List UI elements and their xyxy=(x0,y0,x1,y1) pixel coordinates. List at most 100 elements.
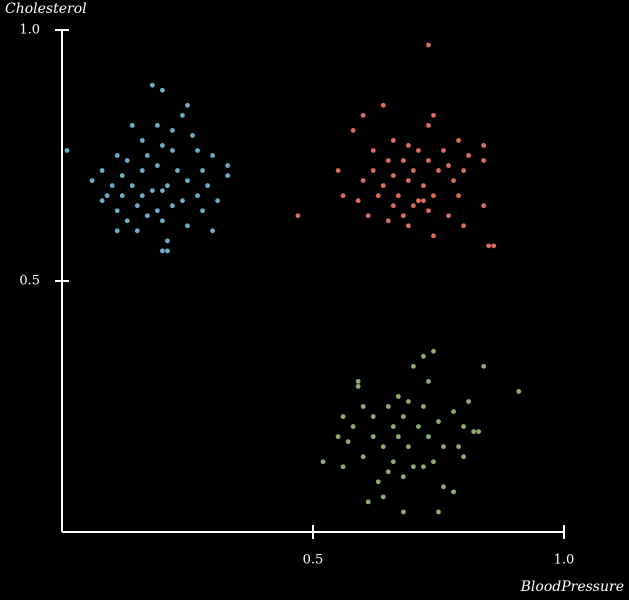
point xyxy=(491,243,497,249)
point xyxy=(380,183,386,189)
point xyxy=(426,158,431,163)
point xyxy=(400,474,406,480)
point xyxy=(144,153,150,158)
point xyxy=(345,439,351,445)
point xyxy=(421,353,426,359)
point xyxy=(456,444,461,450)
point xyxy=(320,459,326,465)
point xyxy=(124,218,130,224)
point xyxy=(400,414,406,419)
point xyxy=(426,379,431,384)
point xyxy=(335,434,341,440)
point xyxy=(441,444,446,450)
point xyxy=(154,163,160,168)
point xyxy=(114,153,120,158)
point xyxy=(451,409,456,414)
point xyxy=(340,193,346,199)
point xyxy=(129,183,135,189)
point xyxy=(481,203,487,209)
point xyxy=(190,133,195,138)
point xyxy=(335,168,341,173)
point xyxy=(119,193,125,199)
point xyxy=(225,173,231,178)
point xyxy=(215,198,221,204)
point xyxy=(390,138,396,143)
point xyxy=(385,158,391,163)
point xyxy=(461,454,466,460)
point xyxy=(380,102,386,108)
point xyxy=(165,248,170,254)
point xyxy=(160,143,165,148)
point xyxy=(390,203,396,209)
point xyxy=(99,168,105,173)
point xyxy=(456,193,461,199)
point xyxy=(481,158,487,163)
point xyxy=(144,213,150,219)
point xyxy=(516,389,522,394)
point xyxy=(104,193,110,199)
x-axis-label: BloodPressure xyxy=(520,579,624,595)
point xyxy=(350,424,356,429)
point xyxy=(441,148,446,153)
point xyxy=(466,153,472,158)
point xyxy=(160,87,165,93)
point xyxy=(390,424,396,429)
point xyxy=(295,213,301,219)
point xyxy=(355,198,361,204)
point xyxy=(431,459,436,465)
point xyxy=(436,168,441,173)
point xyxy=(375,193,381,199)
point xyxy=(355,384,361,389)
point xyxy=(370,414,376,419)
point xyxy=(426,122,431,128)
point xyxy=(355,379,361,384)
point xyxy=(431,112,436,118)
point xyxy=(385,404,391,409)
y-axis-label: Cholesterol xyxy=(5,1,87,17)
point xyxy=(114,208,120,214)
point xyxy=(370,148,376,153)
point xyxy=(426,434,431,440)
point xyxy=(64,148,70,153)
point xyxy=(395,434,401,440)
point xyxy=(431,233,436,239)
point xyxy=(426,208,431,214)
point xyxy=(446,163,451,168)
point xyxy=(195,148,200,153)
point xyxy=(149,82,155,88)
point xyxy=(400,213,406,219)
point xyxy=(411,203,416,209)
point xyxy=(395,394,401,399)
y-tick-label: 0.5 xyxy=(19,274,40,289)
point xyxy=(461,168,466,173)
point xyxy=(441,484,446,490)
point xyxy=(380,494,386,500)
point xyxy=(411,363,416,369)
point xyxy=(411,168,416,173)
point xyxy=(370,434,376,440)
point xyxy=(421,404,426,409)
point xyxy=(200,208,205,214)
point xyxy=(451,489,456,495)
point xyxy=(486,243,492,249)
point xyxy=(139,168,145,173)
x-tick-label: 0.5 xyxy=(303,553,324,568)
point xyxy=(421,464,426,470)
point xyxy=(421,198,426,204)
point xyxy=(416,198,421,204)
point xyxy=(340,464,346,470)
point xyxy=(365,499,371,505)
point xyxy=(481,143,487,148)
point xyxy=(109,183,115,189)
point xyxy=(134,203,140,209)
point xyxy=(139,193,145,199)
point xyxy=(160,188,165,194)
point xyxy=(385,469,391,475)
point xyxy=(165,183,170,189)
point xyxy=(124,158,130,163)
y-tick-label: 1.0 xyxy=(19,23,40,38)
point xyxy=(210,228,216,234)
point xyxy=(385,218,391,224)
